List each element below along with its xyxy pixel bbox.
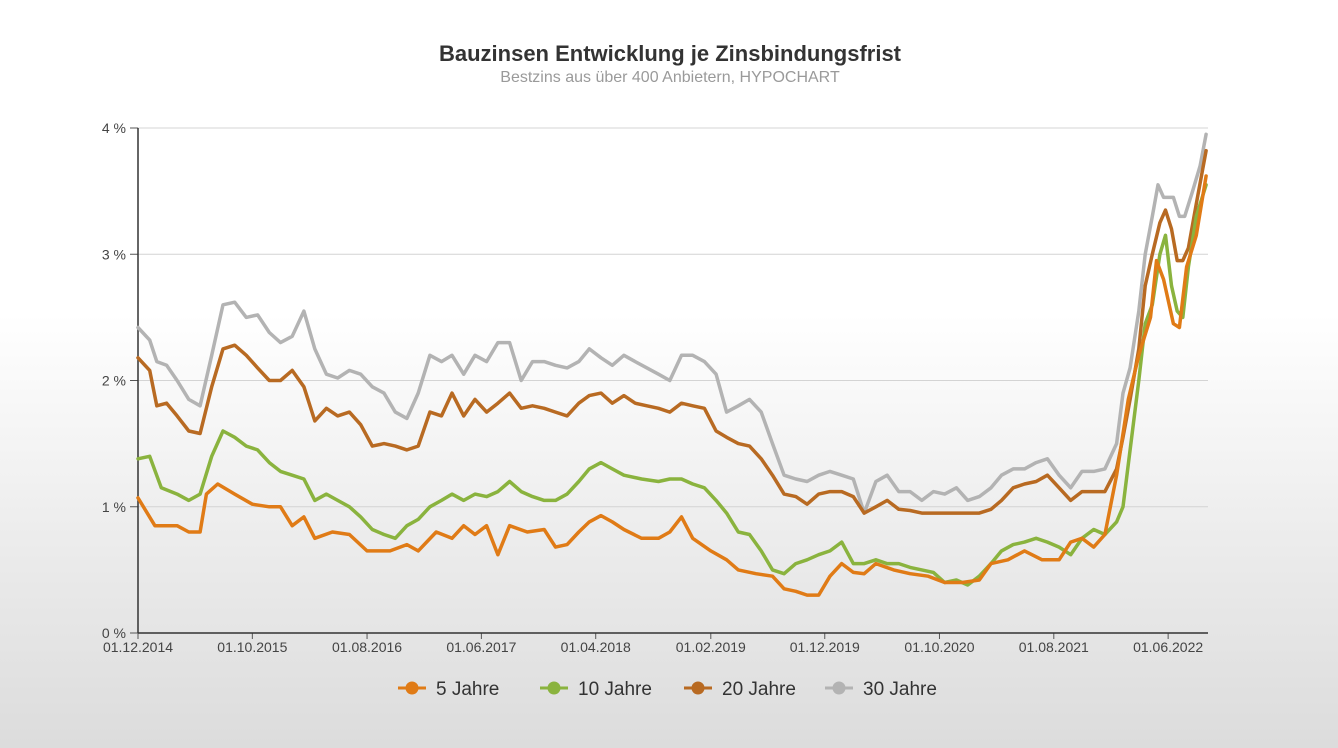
x-tick-label: 01.10.2015 (217, 639, 287, 655)
x-axis-ticks: 01.12.2014 01.10.2015 01.08.2016 01.06.2017… (103, 633, 1203, 655)
legend-item[interactable]: 20 Jahre (684, 679, 796, 700)
series-lines (136, 132, 1208, 597)
legend-item[interactable]: 10 Jahre (540, 679, 652, 700)
legend-dot-marker (547, 681, 561, 695)
legend-label: 5 Jahre (436, 679, 499, 700)
legend-label: 30 Jahre (863, 679, 937, 700)
legend-label: 20 Jahre (722, 679, 796, 700)
x-tick-label: 01.08.2016 (332, 639, 402, 655)
legend-item[interactable]: 5 Jahre (398, 679, 499, 700)
series-line-20-jahre (136, 148, 1208, 515)
x-tick-label: 01.06.2017 (446, 639, 516, 655)
y-axis-ticks: 0 % 1 % 2 % 3 % 4 % (102, 120, 138, 641)
y-tick-label: 4 % (102, 120, 126, 136)
x-tick-label: 01.04.2018 (561, 639, 631, 655)
legend-item[interactable]: 30 Jahre (825, 679, 937, 700)
x-tick-label: 01.12.2019 (790, 639, 860, 655)
gridlines (138, 127, 1208, 508)
legend-dot-marker (832, 681, 846, 695)
legend-dot-marker (691, 681, 705, 695)
x-tick-label: 01.02.2019 (676, 639, 746, 655)
legend-label: 10 Jahre (578, 679, 652, 700)
series-line-30-jahre (136, 132, 1208, 515)
x-tick-label: 01.12.2014 (103, 639, 173, 655)
x-tick-label: 01.10.2020 (904, 639, 974, 655)
legend[interactable]: 5 Jahre 10 Jahre 20 Jahre 30 Jahre (398, 679, 937, 700)
y-tick-label: 1 % (102, 499, 126, 515)
y-tick-label: 2 % (102, 373, 126, 389)
x-tick-label: 01.08.2021 (1019, 639, 1089, 655)
chart-title: Bauzinsen Entwicklung je Zinsbindungsfri… (439, 41, 902, 66)
y-tick-label: 0 % (102, 625, 126, 641)
axes (137, 128, 1208, 634)
x-tick-label: 01.06.2022 (1133, 639, 1203, 655)
y-tick-label: 3 % (102, 246, 126, 262)
series-line-5-jahre (136, 174, 1208, 597)
chart-subtitle: Bestzins aus über 400 Anbietern, HYPOCHA… (500, 69, 840, 86)
legend-dot-marker (405, 681, 419, 695)
series-line-10-jahre (136, 183, 1208, 587)
